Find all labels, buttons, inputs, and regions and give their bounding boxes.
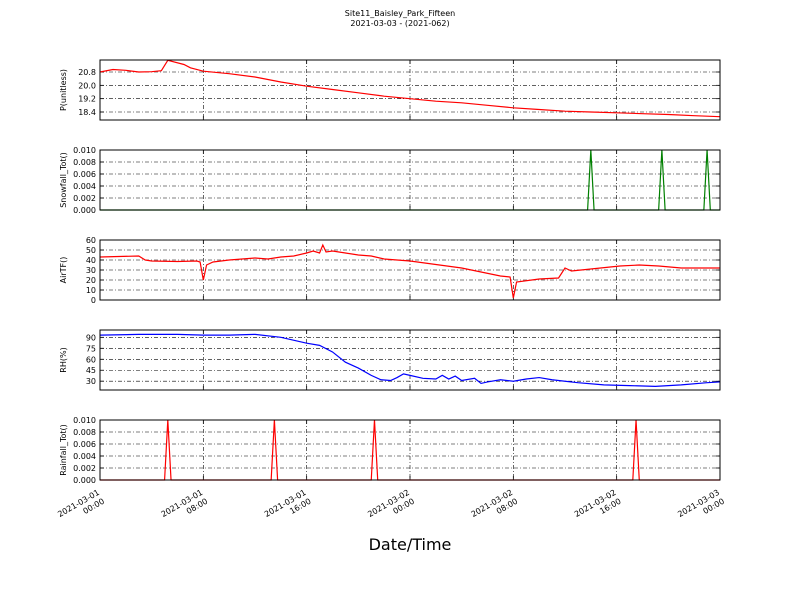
figure-subtitle: 2021-03-03 - (2021-062) xyxy=(350,19,449,28)
y-tick-label: 0.006 xyxy=(73,170,96,179)
y-tick-label: 19.2 xyxy=(78,95,96,104)
y-axis-label: Snowfall_Tot() xyxy=(59,152,68,208)
y-tick-label: 0.008 xyxy=(73,158,96,167)
y-tick-label: 18.4 xyxy=(78,108,96,117)
y-tick-label: 0.008 xyxy=(73,428,96,437)
y-tick-label: 20.0 xyxy=(78,81,96,90)
plot-frame xyxy=(99,419,721,481)
y-tick-label: 45 xyxy=(86,366,96,375)
plot-frame xyxy=(99,59,721,121)
y-tick-label: 30 xyxy=(86,266,96,275)
plot-frame xyxy=(99,149,721,211)
y-tick-label: 20 xyxy=(86,276,96,285)
y-tick-label: 20.8 xyxy=(78,68,96,77)
y-tick-label: 0.002 xyxy=(73,194,96,203)
plot-frame xyxy=(99,239,721,301)
figure-title: Site11_Baisley_Park_Fifteen xyxy=(345,9,455,18)
y-tick-label: 75 xyxy=(86,344,96,353)
y-tick-label: 60 xyxy=(86,236,96,245)
y-tick-label: 0.004 xyxy=(73,182,96,191)
y-tick-label: 0.000 xyxy=(73,206,96,215)
y-tick-label: 0.006 xyxy=(73,440,96,449)
y-axis-label: AirTF() xyxy=(59,257,68,284)
y-tick-label: 0.010 xyxy=(73,146,96,155)
y-tick-label: 0.004 xyxy=(73,452,96,461)
y-axis-label: Rainfall_Tot() xyxy=(59,424,68,476)
y-tick-label: 0.000 xyxy=(73,476,96,485)
y-tick-label: 10 xyxy=(86,286,96,295)
y-axis-label: P(unitless) xyxy=(59,69,68,111)
y-tick-label: 0.002 xyxy=(73,464,96,473)
y-tick-label: 30 xyxy=(86,377,96,386)
data-line xyxy=(99,59,721,118)
data-line xyxy=(99,333,721,387)
y-tick-label: 0 xyxy=(91,296,96,305)
x-axis-label: Date/Time xyxy=(369,535,452,554)
y-tick-label: 0.010 xyxy=(73,416,96,425)
y-tick-label: 90 xyxy=(86,333,96,342)
y-tick-label: 50 xyxy=(86,246,96,255)
y-axis-label: RH(%) xyxy=(59,347,68,372)
y-tick-label: 60 xyxy=(86,355,96,364)
plot-frame xyxy=(99,329,721,391)
data-line xyxy=(99,243,720,299)
y-tick-label: 40 xyxy=(86,256,96,265)
